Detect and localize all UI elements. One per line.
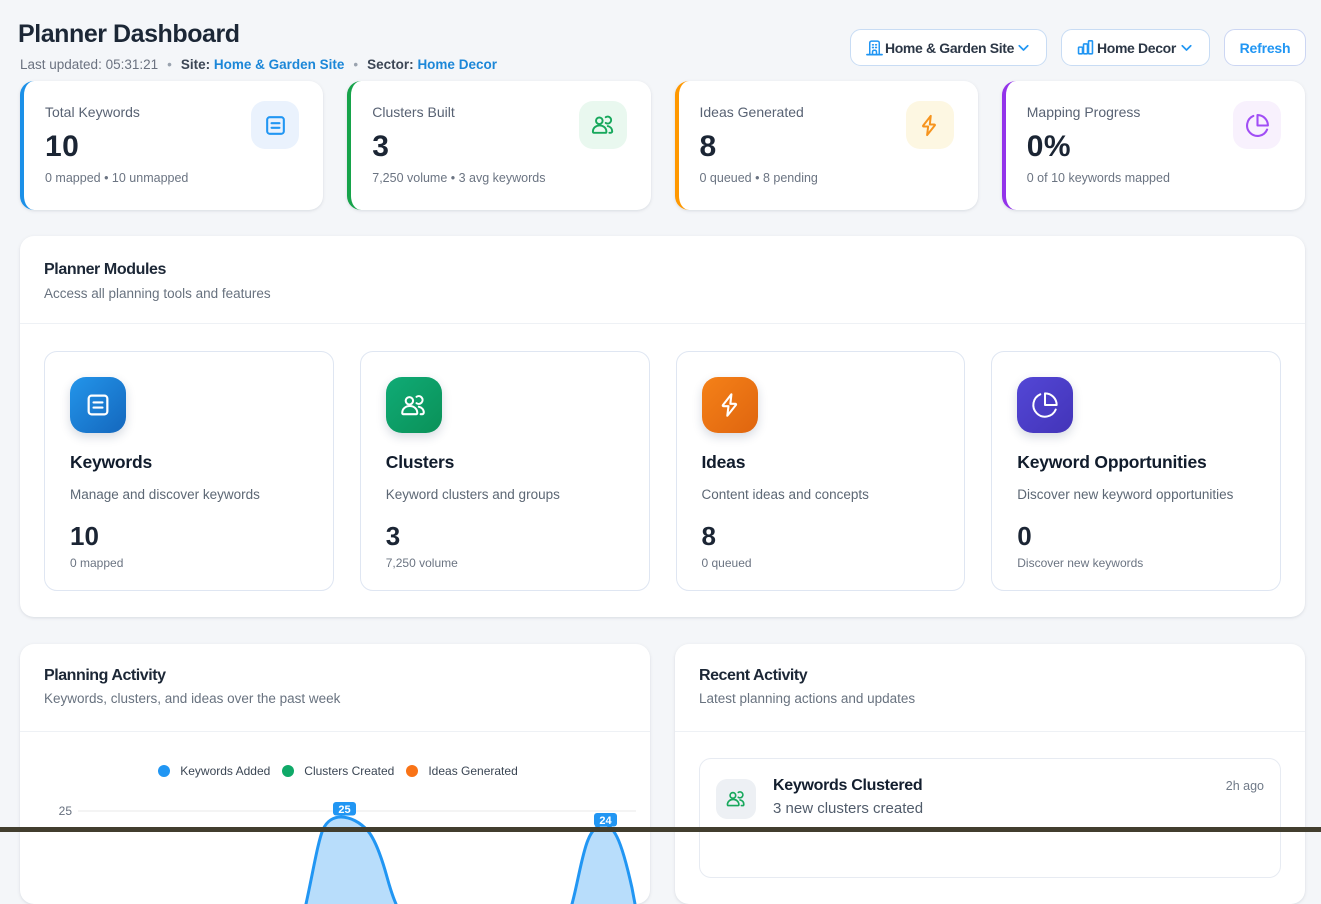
svg-text:24: 24	[599, 815, 612, 827]
svg-text:25: 25	[59, 804, 73, 818]
svg-text:25: 25	[338, 804, 350, 816]
